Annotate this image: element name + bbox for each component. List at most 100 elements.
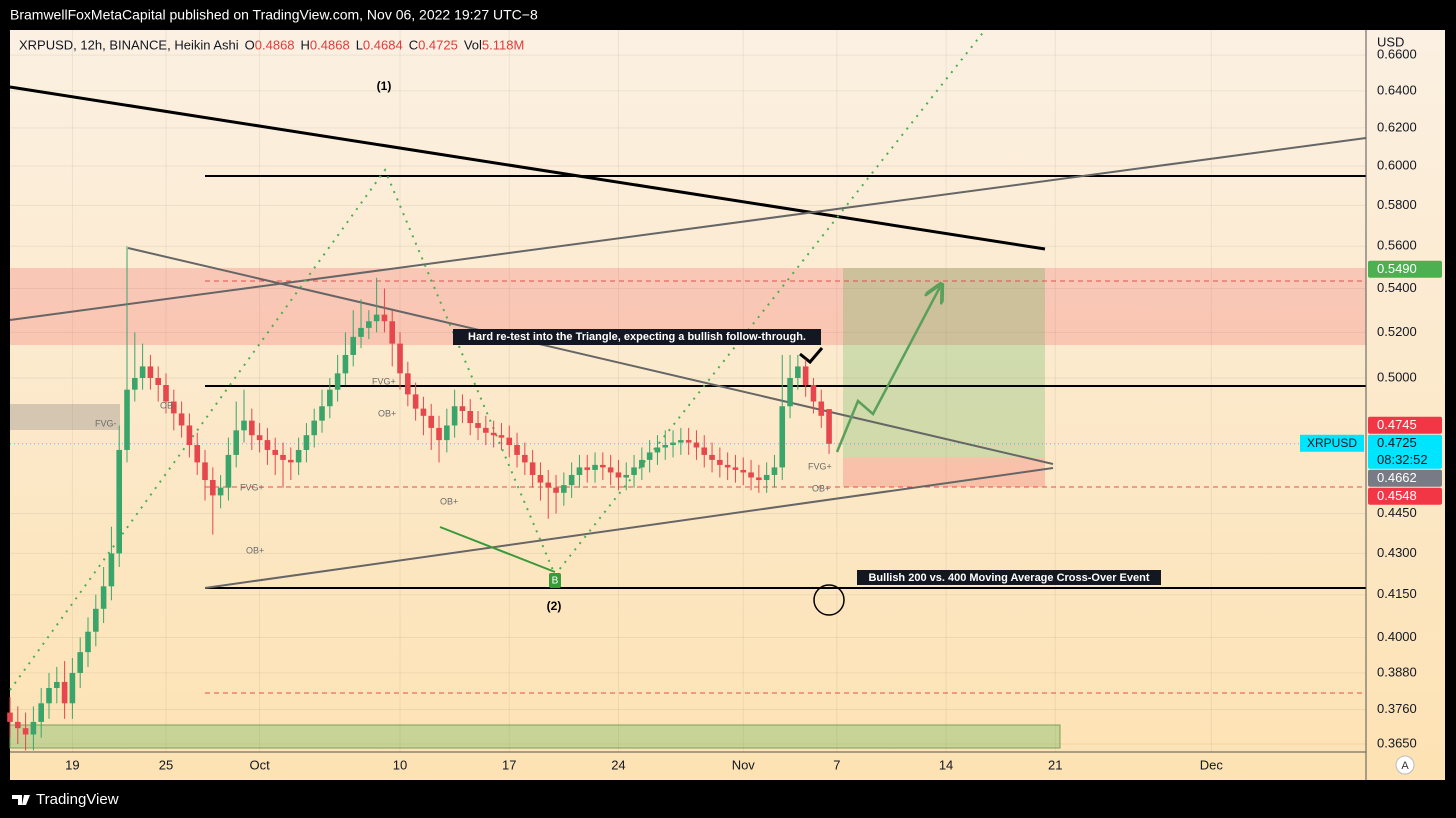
zone-label: FVG+ — [808, 461, 832, 471]
auto-scale-label[interactable]: A — [1401, 760, 1409, 772]
candle-body — [186, 425, 193, 446]
publisher: BramwellFoxMetaCapital published on Trad… — [10, 7, 538, 23]
candle-body — [319, 406, 325, 421]
price-label: 0.5490 — [1377, 261, 1417, 276]
candle-body — [264, 440, 271, 450]
symbol-label-box — [1300, 434, 1364, 452]
y-tick-label: 0.4450 — [1377, 505, 1417, 520]
candles — [7, 246, 832, 751]
candle-body — [327, 389, 333, 407]
candle-body — [537, 474, 544, 483]
y-tick-label: 0.5600 — [1377, 238, 1417, 253]
candle-body — [163, 384, 169, 402]
symbol: XRPUSD, 12h, BINANCE, Heikin Ashi — [19, 37, 239, 52]
legend-value: 5.118M — [482, 37, 524, 52]
candle-body — [7, 712, 13, 722]
candle-body — [54, 681, 60, 689]
legend-key: C — [409, 37, 418, 52]
zone-label: OB+ — [812, 483, 830, 493]
candle-body — [132, 377, 138, 390]
candle-body — [436, 427, 442, 441]
candle-body — [600, 464, 606, 468]
y-tick-label: 0.3880 — [1377, 664, 1417, 679]
drawings — [9, 29, 1367, 749]
zone-label: OB+ — [378, 408, 396, 418]
x-tick-label: 14 — [939, 757, 953, 772]
legend-key: O — [245, 37, 255, 52]
y-tick-label: 0.5800 — [1377, 197, 1417, 212]
candle-body — [124, 389, 130, 450]
candle-body — [303, 435, 310, 450]
note: Bullish 200 vs. 400 Moving Average Cross… — [868, 572, 1149, 584]
zone-label: FVG+ — [372, 376, 396, 386]
x-tick-label: 19 — [65, 757, 79, 772]
candle-body — [389, 321, 396, 344]
y-tick-label: 0.5400 — [1377, 280, 1417, 295]
candle-body — [210, 480, 216, 496]
candle-body — [444, 425, 450, 441]
candle-body — [61, 681, 68, 704]
candle-body — [709, 454, 715, 460]
legend: XRPUSD, 12h, BINANCE, Heikin Ashi O 0.4868… — [19, 37, 524, 52]
candle-body — [545, 482, 552, 488]
price-label-box — [1368, 487, 1442, 505]
candle-body — [810, 384, 817, 402]
leg — [439, 526, 556, 573]
candle-body — [592, 464, 598, 470]
candle-body — [787, 377, 793, 407]
candle-body — [155, 377, 162, 385]
candle-body — [795, 366, 801, 378]
candle-body — [576, 467, 583, 475]
candle-body — [233, 430, 240, 455]
legend-value: 0.4868 — [310, 37, 350, 52]
candle-body — [514, 445, 520, 455]
zone-label: OB+ — [440, 496, 458, 506]
candle-body — [693, 442, 700, 448]
legend-key: Vol — [464, 37, 482, 52]
candle-body — [311, 420, 318, 436]
candle-body — [15, 721, 21, 729]
triangle-upper — [127, 247, 1054, 465]
candle-body — [568, 474, 575, 486]
candle-body — [802, 366, 809, 385]
candle-body — [22, 728, 29, 735]
candle-body — [779, 406, 786, 468]
axes: 0.3650 0.3760 0.3880 0.4000 0.4150 0.4300 0.44… — [65, 47, 1442, 772]
candle-body — [818, 401, 825, 416]
zone-label: FVG+ — [240, 482, 264, 492]
candle-body — [459, 406, 466, 412]
candle-body — [529, 462, 536, 475]
candle-body — [717, 459, 723, 465]
candle-body — [740, 469, 747, 473]
candle-body — [85, 631, 91, 653]
candle-body — [77, 652, 84, 673]
projection — [9, 29, 986, 691]
auto-scale-button[interactable] — [1395, 755, 1415, 775]
candle-body — [724, 464, 731, 468]
candle-body — [334, 373, 341, 390]
zone-label: OB- — [160, 400, 176, 410]
note-box — [857, 570, 1161, 585]
candle-body — [506, 437, 513, 446]
legend-value: 0.4868 — [255, 37, 295, 52]
candle-body — [701, 447, 708, 455]
candle-body — [241, 420, 247, 431]
symbol-label: XRPUSD — [1307, 436, 1357, 450]
candle-body — [225, 454, 232, 488]
candle-body — [763, 474, 770, 481]
candle-body — [646, 452, 653, 460]
y-tick-label: 0.4000 — [1377, 629, 1417, 644]
candle-body — [358, 327, 364, 337]
y-tick-label: 0.6000 — [1377, 157, 1417, 172]
zone-box — [10, 404, 120, 430]
candle-body — [631, 467, 637, 475]
note: Hard re-test into the Triangle, expectin… — [468, 331, 806, 343]
candle-body — [420, 408, 427, 416]
candle-body — [69, 672, 76, 704]
candle-body — [771, 467, 778, 475]
candle-body — [100, 586, 107, 609]
currency: USD — [1377, 34, 1404, 49]
stop-box — [843, 458, 1045, 487]
candle-body — [373, 314, 380, 322]
x-tick-label: Dec — [1200, 757, 1224, 772]
